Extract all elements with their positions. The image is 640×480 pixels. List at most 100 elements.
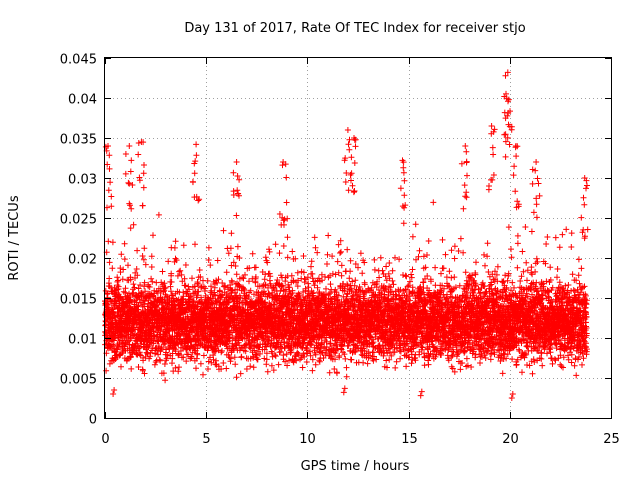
data-point (197, 360, 204, 367)
data-point (383, 357, 390, 364)
data-point (128, 365, 135, 372)
data-point (284, 254, 291, 261)
data-point (194, 279, 201, 285)
data-point (130, 281, 137, 288)
data-point (104, 301, 111, 308)
data-point (140, 256, 147, 263)
data-point (115, 283, 122, 290)
data-point (122, 285, 129, 292)
data-point (172, 238, 179, 245)
data-point (204, 277, 211, 284)
data-point (346, 275, 353, 282)
data-point (196, 267, 203, 273)
data-point (223, 365, 230, 372)
data-point (105, 238, 112, 245)
data-point (234, 243, 241, 250)
data-point (396, 256, 403, 263)
data-point (139, 253, 146, 259)
data-point (247, 363, 254, 370)
data-point (377, 254, 384, 261)
data-point (301, 279, 308, 286)
data-point (149, 278, 156, 285)
data-point (223, 269, 230, 276)
data-point (104, 290, 111, 297)
data-point (231, 354, 238, 361)
data-point (172, 255, 179, 262)
data-point (136, 351, 143, 358)
data-point (240, 275, 247, 282)
data-point (115, 343, 122, 350)
data-point (233, 271, 240, 278)
data-point (148, 275, 155, 282)
data-point (324, 261, 330, 267)
data-point (140, 355, 146, 361)
data-point (294, 269, 301, 276)
data-point (280, 243, 287, 249)
data-point (364, 360, 371, 367)
data-point (162, 377, 169, 384)
data-point (347, 257, 354, 264)
grid-lines (105, 58, 611, 418)
data-point (323, 285, 329, 292)
data-point (121, 240, 128, 247)
data-point (250, 364, 257, 371)
data-point (272, 241, 279, 248)
data-point (262, 254, 269, 261)
data-point (371, 266, 378, 273)
data-point (128, 353, 134, 360)
data-point (104, 291, 111, 298)
data-point (182, 262, 189, 268)
data-point (189, 275, 195, 282)
data-point (409, 233, 416, 240)
data-point (360, 359, 367, 366)
data-point (109, 265, 116, 272)
data-point (237, 370, 244, 377)
data-point (155, 211, 162, 218)
data-point (205, 366, 211, 372)
data-point (334, 258, 341, 265)
data-point (409, 266, 416, 273)
data-point (416, 247, 423, 254)
data-point (343, 373, 350, 380)
data-point (233, 374, 240, 381)
data-point (117, 269, 124, 276)
data-point (148, 264, 155, 270)
data-point (249, 250, 256, 257)
data-point (142, 288, 149, 295)
data-point (134, 303, 141, 310)
data-point (348, 356, 355, 363)
data-point (242, 271, 248, 278)
data-point (386, 260, 393, 266)
data-point (264, 368, 271, 375)
data-point (308, 258, 315, 265)
data-point (326, 369, 333, 376)
data-point (337, 250, 343, 256)
data-point (338, 272, 345, 279)
data-point (130, 221, 137, 228)
data-point (344, 246, 351, 253)
data-point (115, 277, 122, 284)
data-point (284, 234, 291, 241)
data-point (392, 364, 399, 371)
data-point (312, 361, 319, 368)
data-point (275, 361, 282, 368)
data-point (288, 272, 295, 279)
data-point (106, 259, 113, 266)
data-point (397, 355, 404, 362)
data-point (205, 244, 212, 251)
data-point (150, 232, 156, 239)
data-point (142, 261, 149, 268)
data-point (141, 245, 148, 252)
data-point (403, 363, 410, 370)
data-point (134, 247, 141, 254)
data-point (343, 364, 350, 371)
data-point (338, 262, 345, 269)
data-point (141, 279, 148, 286)
data-point (121, 256, 128, 263)
data-point (308, 263, 314, 270)
data-point (106, 275, 113, 282)
data-point (135, 364, 142, 370)
data-point (220, 360, 227, 366)
data-point (131, 284, 138, 291)
